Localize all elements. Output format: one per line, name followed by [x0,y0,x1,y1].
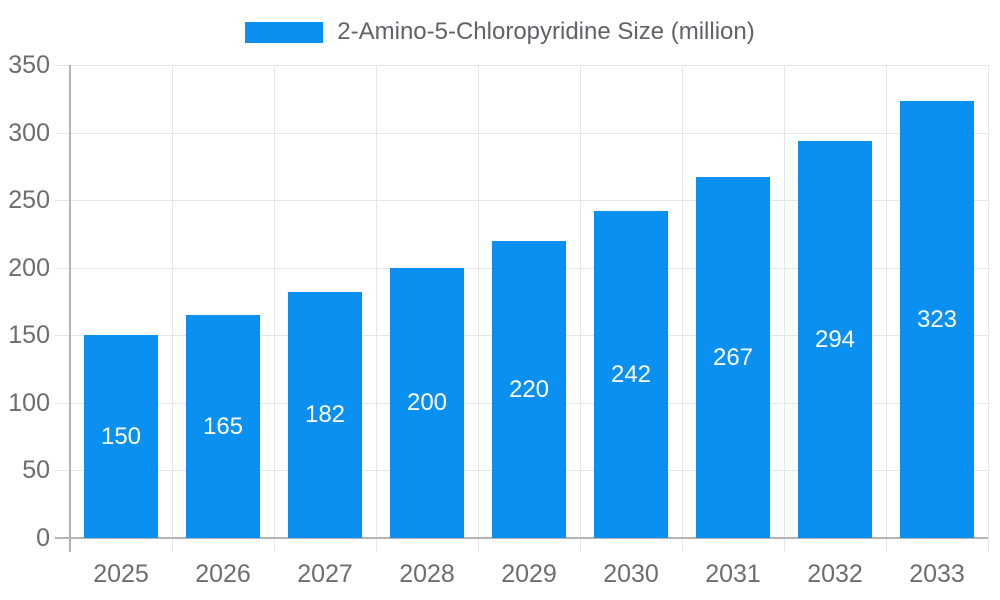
x-gridline [376,65,377,552]
bar: 182 [288,292,362,538]
y-axis-line [69,65,71,552]
x-gridline [988,65,989,552]
x-axis-tick-label: 2027 [297,560,353,588]
x-axis-tick-label: 2032 [807,560,863,588]
legend-label: 2-Amino-5-Chloropyridine Size (million) [337,18,755,45]
x-axis-tick-label: 2033 [909,560,965,588]
bar: 200 [390,268,464,538]
bar-value-label: 150 [100,422,142,450]
x-axis-tick-label: 2030 [603,560,659,588]
bar-value-label: 323 [916,305,958,333]
x-axis-tick-label: 2028 [399,560,455,588]
x-gridline [172,65,173,552]
bar-value-label: 242 [610,360,652,388]
legend[interactable]: 2-Amino-5-Chloropyridine Size (million) [0,18,1000,46]
y-gridline [55,65,988,66]
x-gridline [580,65,581,552]
bar: 165 [186,315,260,538]
x-axis-tick-label: 2025 [93,560,149,588]
y-axis-tick-label: 100 [8,389,50,417]
y-axis-tick-label: 350 [8,51,50,79]
bar: 294 [798,141,872,538]
bar-value-label: 267 [712,343,754,371]
y-axis-tick-label: 0 [36,524,50,552]
bar-value-label: 182 [304,401,346,428]
bar: 242 [594,211,668,538]
y-axis-tick-label: 200 [8,254,50,282]
x-gridline [784,65,785,552]
x-gridline [274,65,275,552]
y-gridline [55,200,988,201]
x-gridline [478,65,479,552]
bar-value-label: 220 [508,375,550,403]
x-gridline [682,65,683,552]
bar: 150 [84,335,158,538]
bar-value-label: 294 [814,325,856,353]
bar: 267 [696,177,770,538]
bar-value-label: 165 [202,412,244,440]
bar: 220 [492,241,566,538]
y-gridline [55,133,988,134]
legend-swatch-icon [245,21,324,43]
y-axis-tick-label: 250 [8,186,50,214]
x-axis-tick-label: 2026 [195,560,251,588]
bar: 323 [900,101,974,538]
x-axis-tick-label: 2029 [501,560,557,588]
bar-value-label: 200 [406,389,448,416]
x-axis-tick-label: 2031 [705,560,761,588]
y-axis-tick-label: 150 [8,321,50,349]
x-axis-line [55,537,988,539]
x-gridline [886,65,887,552]
y-axis-tick-label: 50 [22,456,50,484]
y-axis-tick-label: 300 [8,119,50,147]
